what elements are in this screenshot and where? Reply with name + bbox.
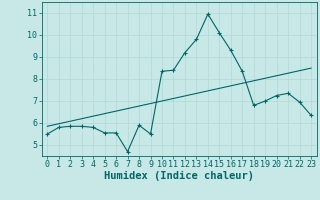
X-axis label: Humidex (Indice chaleur): Humidex (Indice chaleur) xyxy=(104,171,254,181)
